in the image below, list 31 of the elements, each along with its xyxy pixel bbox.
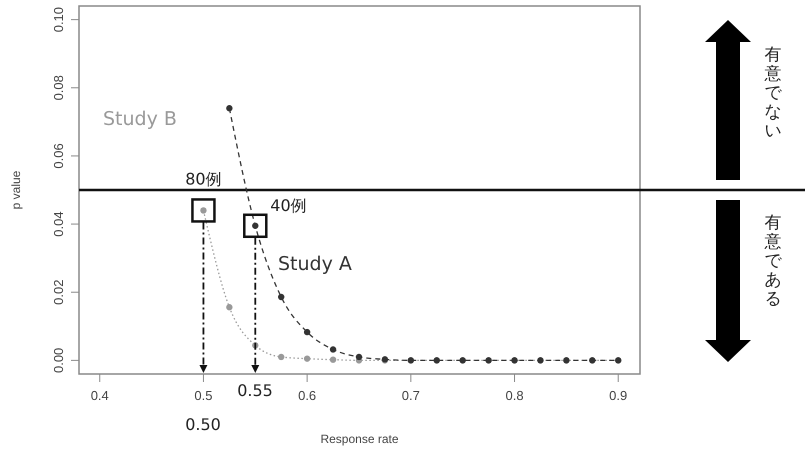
point xyxy=(304,355,310,362)
x-tick-label: 0.8 xyxy=(505,388,524,403)
series-label: Study A xyxy=(278,253,352,275)
x-tick-label: 0.5 xyxy=(194,388,212,403)
point xyxy=(356,354,362,360)
y-tick-label: 0.04 xyxy=(51,211,66,237)
text: 0.55 xyxy=(237,381,273,400)
text: 有意である xyxy=(764,213,782,309)
point xyxy=(278,294,284,300)
text: 0.50 xyxy=(185,415,221,434)
y-tick-label: 0.10 xyxy=(51,6,66,32)
text: 有意でない xyxy=(764,45,782,141)
annotation: 80例 xyxy=(185,169,222,188)
y-axis-title: p value xyxy=(9,170,23,210)
point xyxy=(226,105,233,112)
y-tick-label: 0.06 xyxy=(51,143,66,169)
x-axis-title: Response rate xyxy=(320,432,399,446)
x-tick-label: 0.7 xyxy=(402,388,420,403)
point xyxy=(330,346,336,353)
x-tick-label: 0.9 xyxy=(609,388,628,403)
point xyxy=(304,328,310,336)
x-tick-label: 0.6 xyxy=(298,388,316,403)
point xyxy=(330,356,336,363)
x-tick-label: 0.4 xyxy=(90,388,109,403)
point xyxy=(226,304,233,310)
y-tick-label: 0.02 xyxy=(51,280,66,305)
y-tick-label: 0.00 xyxy=(51,348,66,374)
text: Study B xyxy=(103,108,177,130)
y-tick-label: 0.08 xyxy=(51,75,66,100)
annotation: 40例 xyxy=(270,196,307,215)
point xyxy=(278,354,284,360)
